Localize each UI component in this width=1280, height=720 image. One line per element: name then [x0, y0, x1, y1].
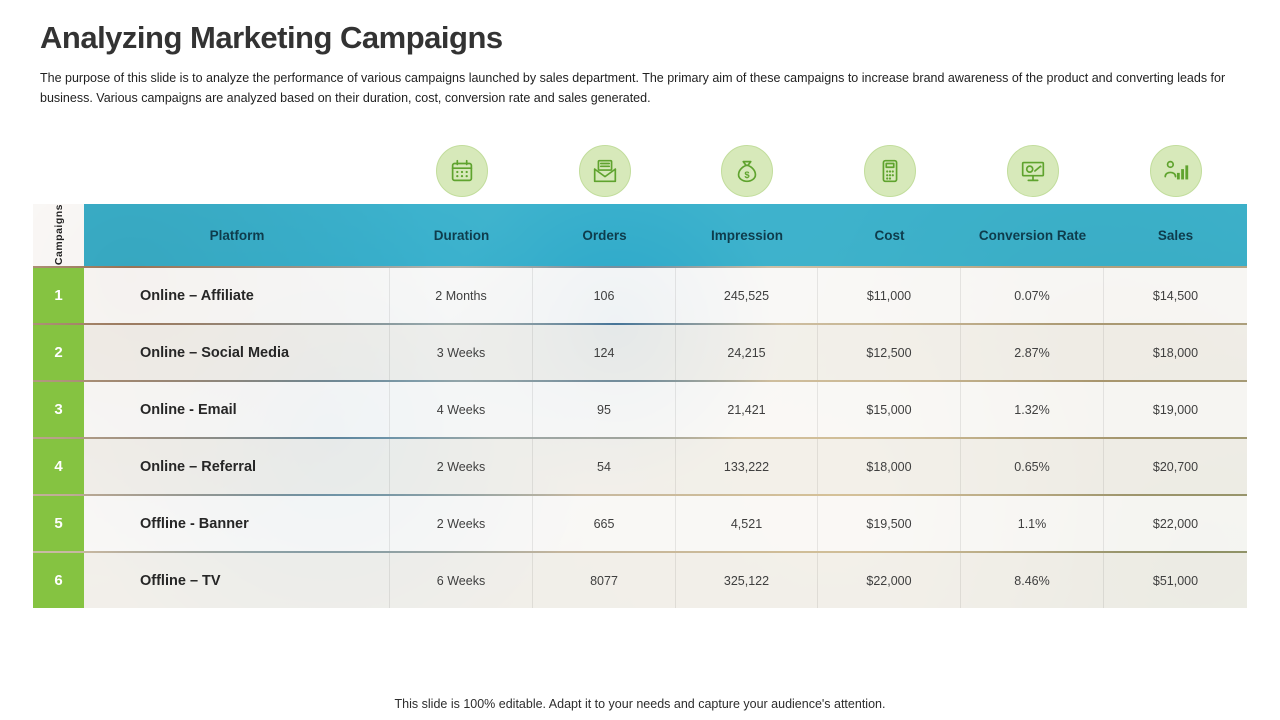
- campaigns-table: Campaigns Platform Duration Orders Impre…: [33, 204, 1247, 608]
- cell-orders: 54: [533, 439, 676, 494]
- cell-impression: 325,122: [676, 553, 818, 608]
- cell-impression: 24,215: [676, 325, 818, 380]
- cell-platform: Offline – TV: [84, 553, 390, 608]
- row-number-badge: 6: [33, 553, 84, 608]
- calculator-icon: [863, 145, 916, 197]
- cell-duration: 2 Months: [390, 268, 533, 323]
- column-header-conversion-rate: Conversion Rate: [961, 204, 1104, 266]
- cell-conversion-rate: 2.87%: [961, 325, 1104, 380]
- page-title: Analyzing Marketing Campaigns: [40, 20, 503, 55]
- cell-conversion-rate: 8.46%: [961, 553, 1104, 608]
- column-header-cost: Cost: [818, 204, 961, 266]
- cell-sales: $22,000: [1104, 496, 1247, 551]
- cell-orders: 95: [533, 382, 676, 437]
- cell-duration: 6 Weeks: [390, 553, 533, 608]
- cell-sales: $14,500: [1104, 268, 1247, 323]
- cell-sales: $20,700: [1104, 439, 1247, 494]
- row-number-badge: 5: [33, 496, 84, 551]
- person-chart-icon: [1149, 145, 1202, 197]
- column-header-impression: Impression: [676, 204, 818, 266]
- cell-cost: $11,000: [818, 268, 961, 323]
- cell-duration: 4 Weeks: [390, 382, 533, 437]
- cell-duration: 2 Weeks: [390, 496, 533, 551]
- row-number-badge: 3: [33, 382, 84, 437]
- cell-sales: $51,000: [1104, 553, 1247, 608]
- cell-sales: $18,000: [1104, 325, 1247, 380]
- column-header-sales: Sales: [1104, 204, 1247, 266]
- column-icons-row: $: [33, 142, 1247, 200]
- row-number-badge: 2: [33, 325, 84, 380]
- cell-platform: Online - Email: [84, 382, 390, 437]
- cell-cost: $15,000: [818, 382, 961, 437]
- cell-platform: Online – Referral: [84, 439, 390, 494]
- footer-note: This slide is 100% editable. Adapt it to…: [394, 697, 886, 711]
- cell-conversion-rate: 1.1%: [961, 496, 1104, 551]
- cell-cost: $18,000: [818, 439, 961, 494]
- cell-orders: 106: [533, 268, 676, 323]
- money-icon: $: [721, 145, 773, 197]
- cell-impression: 4,521: [676, 496, 818, 551]
- cell-impression: 133,222: [676, 439, 818, 494]
- cell-conversion-rate: 1.32%: [961, 382, 1104, 437]
- cell-orders: 124: [533, 325, 676, 380]
- cell-duration: 3 Weeks: [390, 325, 533, 380]
- table-side-label: Campaigns: [33, 204, 84, 266]
- cell-platform: Online – Affiliate: [84, 268, 390, 323]
- column-header-platform: Platform: [84, 204, 390, 266]
- column-header-duration: Duration: [390, 204, 533, 266]
- row-number-badge: 4: [33, 439, 84, 494]
- cell-duration: 2 Weeks: [390, 439, 533, 494]
- cell-conversion-rate: 0.07%: [961, 268, 1104, 323]
- cell-cost: $22,000: [818, 553, 961, 608]
- mail-icon: [578, 145, 631, 197]
- cell-impression: 21,421: [676, 382, 818, 437]
- svg-text:$: $: [744, 170, 750, 180]
- cell-cost: $19,500: [818, 496, 961, 551]
- calendar-icon: [435, 145, 488, 197]
- cell-cost: $12,500: [818, 325, 961, 380]
- cell-orders: 8077: [533, 553, 676, 608]
- cell-platform: Offline - Banner: [84, 496, 390, 551]
- column-header-orders: Orders: [533, 204, 676, 266]
- row-number-badge: 1: [33, 268, 84, 323]
- cell-sales: $19,000: [1104, 382, 1247, 437]
- cell-impression: 245,525: [676, 268, 818, 323]
- cell-conversion-rate: 0.65%: [961, 439, 1104, 494]
- cell-platform: Online – Social Media: [84, 325, 390, 380]
- monitor-chart-icon: [1006, 145, 1059, 197]
- slide-description: The purpose of this slide is to analyze …: [40, 71, 1226, 105]
- cell-orders: 665: [533, 496, 676, 551]
